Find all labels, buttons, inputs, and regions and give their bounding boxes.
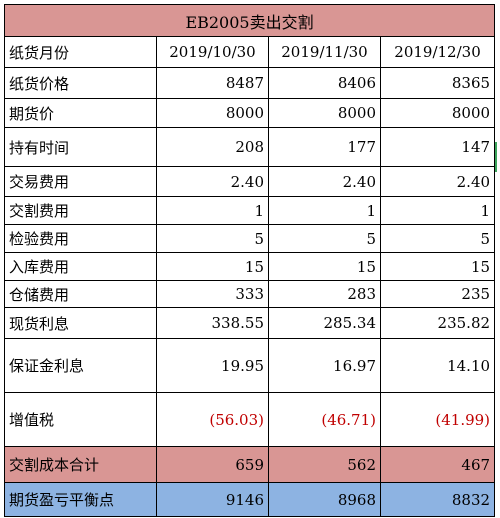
cell[interactable]: 235.82 (379, 307, 496, 339)
cell[interactable]: 1 (156, 196, 269, 225)
cell[interactable]: 177 (268, 127, 381, 167)
cell[interactable]: (46.71) (268, 392, 381, 447)
cell[interactable]: 338.55 (156, 307, 269, 339)
row-label[interactable]: 仓储费用 (4, 280, 157, 308)
cell[interactable]: 2019/10/30 (156, 36, 269, 68)
row-label[interactable]: 期货价 (4, 98, 157, 128)
cell[interactable]: 2.40 (268, 166, 381, 197)
cell[interactable]: 5 (156, 224, 269, 253)
row-label[interactable]: 交易费用 (4, 166, 157, 197)
row-delivery-fee: 交割费用 1 1 1 (4, 196, 496, 225)
cell[interactable]: 333 (156, 280, 269, 308)
cell[interactable]: (41.99) (379, 392, 496, 447)
cell[interactable]: 8968 (268, 482, 381, 517)
cell[interactable]: 283 (268, 280, 381, 308)
delivery-cost-table: EB2005卖出交割 纸货月份 2019/10/30 2019/11/30 20… (3, 4, 496, 517)
cell[interactable]: 15 (156, 252, 269, 281)
cell[interactable]: 8000 (156, 98, 269, 128)
row-holding-time: 持有时间 208 177 147 (4, 127, 496, 167)
cell[interactable]: 14.10 (379, 338, 496, 393)
cell-cursor-marker (495, 142, 497, 172)
row-label[interactable]: 保证金利息 (4, 338, 157, 393)
row-futures-breakeven: 期货盈亏平衡点 9146 8968 8832 (4, 482, 496, 517)
title-row: EB2005卖出交割 (3, 4, 496, 37)
row-futures-price: 期货价 8000 8000 8000 (4, 98, 496, 128)
row-label[interactable]: 期货盈亏平衡点 (4, 482, 157, 517)
cell[interactable]: 467 (379, 446, 496, 483)
row-label[interactable]: 增值税 (4, 392, 157, 447)
cell[interactable]: 15 (268, 252, 381, 281)
cell[interactable]: 562 (268, 446, 381, 483)
cell[interactable]: 8000 (379, 98, 496, 128)
cell[interactable]: 2019/11/30 (268, 36, 381, 68)
cell[interactable]: 208 (156, 127, 269, 167)
cell[interactable]: 8832 (379, 482, 496, 517)
cell[interactable]: 2.40 (156, 166, 269, 197)
cell[interactable]: 8406 (268, 67, 381, 99)
row-warehousing-in-fee: 入库费用 15 15 15 (4, 252, 496, 281)
row-label[interactable]: 交割费用 (4, 196, 157, 225)
row-label[interactable]: 纸货价格 (4, 67, 157, 99)
cell[interactable]: 8000 (268, 98, 381, 128)
row-paper-month: 纸货月份 2019/10/30 2019/11/30 2019/12/30 (4, 36, 496, 68)
cell[interactable]: 2.40 (379, 166, 496, 197)
row-inspection-fee: 检验费用 5 5 5 (4, 224, 496, 253)
row-vat: 增值税 (56.03) (46.71) (41.99) (4, 392, 496, 447)
cell[interactable]: 9146 (156, 482, 269, 517)
row-paper-price: 纸货价格 8487 8406 8365 (4, 67, 496, 99)
spreadsheet: EB2005卖出交割 纸货月份 2019/10/30 2019/11/30 20… (3, 4, 497, 517)
cell[interactable]: 15 (379, 252, 496, 281)
cell[interactable]: 147 (379, 127, 496, 167)
row-label[interactable]: 持有时间 (4, 127, 157, 167)
cell[interactable]: 8487 (156, 67, 269, 99)
row-label[interactable]: 纸货月份 (4, 36, 157, 68)
row-label[interactable]: 现货利息 (4, 307, 157, 339)
row-label[interactable]: 入库费用 (4, 252, 157, 281)
cell[interactable]: 5 (379, 224, 496, 253)
cell[interactable]: (56.03) (156, 392, 269, 447)
row-trading-fee: 交易费用 2.40 2.40 2.40 (4, 166, 496, 197)
row-spot-interest: 现货利息 338.55 285.34 235.82 (4, 307, 496, 339)
row-label[interactable]: 交割成本合计 (4, 446, 157, 483)
cell[interactable]: 1 (379, 196, 496, 225)
cell[interactable]: 16.97 (268, 338, 381, 393)
cell[interactable]: 235 (379, 280, 496, 308)
cell[interactable]: 8365 (379, 67, 496, 99)
cell[interactable]: 1 (268, 196, 381, 225)
cell[interactable]: 19.95 (156, 338, 269, 393)
cell[interactable]: 5 (268, 224, 381, 253)
cell[interactable]: 2019/12/30 (379, 36, 496, 68)
sheet-title[interactable]: EB2005卖出交割 (3, 4, 496, 37)
row-label[interactable]: 检验费用 (4, 224, 157, 253)
cell[interactable]: 285.34 (268, 307, 381, 339)
cell[interactable]: 659 (156, 446, 269, 483)
row-delivery-cost-total: 交割成本合计 659 562 467 (4, 446, 496, 483)
row-margin-interest: 保证金利息 19.95 16.97 14.10 (4, 338, 496, 393)
row-storage-fee: 仓储费用 333 283 235 (4, 280, 496, 308)
